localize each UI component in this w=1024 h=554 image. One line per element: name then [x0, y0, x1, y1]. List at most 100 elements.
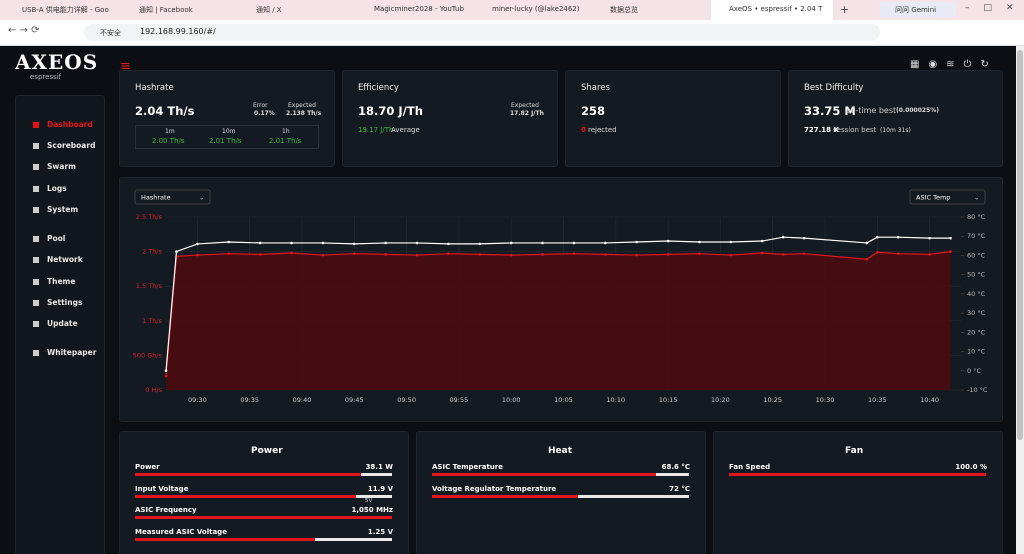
- url[interactable]: 192.168.99.160/#/: [140, 27, 216, 36]
- point: [876, 250, 879, 254]
- point: [384, 241, 387, 245]
- point: [896, 235, 900, 239]
- point: [196, 242, 199, 246]
- nav-icon: [33, 143, 39, 149]
- x-tick-label: 09:35: [240, 396, 259, 404]
- card-title: Hashrate: [135, 83, 174, 93]
- point: [729, 240, 733, 244]
- metric-label: ASIC Frequency: [135, 506, 197, 514]
- x-tick-label: 10:35: [868, 396, 887, 404]
- x-tick-label: 09:50: [397, 396, 416, 404]
- expected-label: Expected: [288, 102, 316, 109]
- tab[interactable]: miner-lucky (@lake2462): [492, 5, 580, 13]
- nav-icon: [33, 164, 39, 170]
- point: [384, 253, 387, 256]
- nav-icon: [33, 300, 39, 306]
- select-label[interactable]: Hashrate: [141, 194, 171, 202]
- tab[interactable]: 通知 / X: [256, 6, 282, 14]
- shares-card: [565, 70, 781, 167]
- security-chip[interactable]: 不安全: [100, 29, 121, 37]
- metric-label: ASIC Temperature: [432, 463, 503, 471]
- point: [928, 253, 931, 256]
- sidebar: [15, 95, 105, 554]
- point: [447, 252, 450, 255]
- nav-item[interactable]: Update: [47, 319, 78, 328]
- point: [698, 252, 701, 255]
- scroll-thumb[interactable]: [1017, 50, 1023, 440]
- point: [635, 240, 639, 244]
- nav-item[interactable]: Network: [47, 255, 83, 264]
- nav-item[interactable]: Dashboard: [47, 120, 93, 129]
- nav-item[interactable]: Swarm: [47, 162, 76, 171]
- tab[interactable]: Magicminer2028 - YouTub: [374, 5, 464, 13]
- point: [760, 251, 764, 255]
- point: [896, 252, 900, 255]
- expected-value: 2.138 Th/s: [286, 110, 322, 117]
- tab[interactable]: AxeOS • espressif • 2.04 T: [729, 5, 823, 13]
- expected-label: Expected: [511, 102, 539, 109]
- y2-tick-label: 30 °C: [967, 309, 986, 317]
- point: [196, 253, 199, 257]
- tab[interactable]: USB-A 供电能力详解 - Goo: [22, 6, 109, 14]
- best-card: [788, 70, 1003, 167]
- point: [802, 236, 806, 240]
- nav-item[interactable]: Theme: [47, 277, 76, 286]
- menu-button[interactable]: ≡: [120, 59, 131, 74]
- hashrate-value: 2.04 Th/s: [135, 104, 195, 118]
- point: [666, 253, 670, 256]
- metric-bar-fill: [135, 516, 392, 519]
- bar-marker: 5V: [365, 497, 373, 504]
- x-tick-label: 09:45: [345, 396, 364, 404]
- omnibox[interactable]: [84, 24, 880, 41]
- nav-item[interactable]: Pool: [47, 234, 66, 243]
- point: [604, 253, 607, 256]
- toolbar-icons[interactable]: ▦◉≋⏻↻: [910, 59, 998, 70]
- window-value: 2.00 Th/s: [152, 137, 185, 145]
- point: [478, 242, 482, 246]
- tab[interactable]: 数据总览: [610, 6, 638, 14]
- point: [635, 253, 639, 257]
- nav-item[interactable]: Whitepaper: [47, 348, 97, 357]
- x-tick-label: 09:55: [450, 396, 469, 404]
- metric-bar-fill: [432, 473, 656, 476]
- active-tab: [711, 0, 833, 20]
- point: [258, 241, 262, 245]
- metric-bar-fill: [432, 494, 579, 498]
- rejected-label: rejected: [588, 126, 617, 134]
- metric-value: 100.0 %: [955, 463, 987, 471]
- point: [928, 236, 931, 240]
- nav-item[interactable]: System: [47, 205, 79, 214]
- nav-icon: [33, 350, 39, 356]
- select[interactable]: [134, 189, 211, 205]
- x-tick-label: 10:40: [920, 396, 939, 404]
- select[interactable]: [909, 189, 986, 205]
- select-label[interactable]: ASIC Temp: [916, 194, 950, 202]
- session-value: 727.18 K: [804, 126, 839, 134]
- point: [352, 252, 356, 255]
- x-tick-label: 10:25: [763, 396, 782, 404]
- metric-bar-fill: [729, 473, 986, 476]
- y2-tick-label: 20 °C: [967, 328, 986, 336]
- nav-item[interactable]: Settings: [47, 298, 83, 307]
- point: [352, 242, 356, 246]
- hashrate-card: [119, 70, 335, 167]
- nav-buttons[interactable]: ← → ⟳: [8, 25, 40, 36]
- best-percent: (0.000025%): [896, 107, 939, 114]
- point: [321, 253, 325, 257]
- x-tick-label: 10:15: [659, 396, 678, 404]
- window-value: 2.01 Th/s: [269, 137, 302, 145]
- metric-value: 68.6 °C: [661, 463, 690, 471]
- new-tab[interactable]: +: [840, 3, 850, 16]
- x-tick-label: 10:20: [711, 396, 730, 404]
- gemini-button[interactable]: 问问 Gemini: [895, 6, 937, 14]
- nav-item[interactable]: Scoreboard: [47, 141, 96, 150]
- panel-title: Fan: [845, 446, 864, 456]
- nav-item[interactable]: Logs: [47, 184, 67, 193]
- point: [698, 240, 701, 244]
- metric-label: Measured ASIC Voltage: [135, 527, 227, 536]
- tab[interactable]: 通知 | Facebook: [139, 6, 193, 14]
- nav-icon: [33, 236, 39, 242]
- point: [164, 369, 168, 373]
- window-controls[interactable]: –□✕: [965, 3, 1024, 13]
